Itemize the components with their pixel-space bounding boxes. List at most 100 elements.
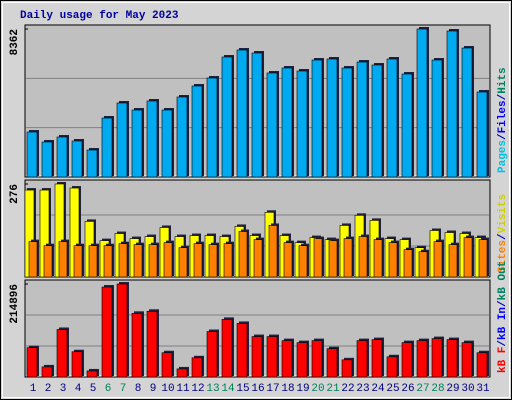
- bar: [56, 136, 68, 178]
- bar: [371, 64, 383, 178]
- bar: [26, 347, 38, 378]
- legend-entry: /: [497, 93, 509, 100]
- bar: [371, 339, 383, 378]
- x-tick-label: 5: [90, 383, 97, 395]
- bar: [26, 131, 38, 178]
- bar: [133, 244, 143, 278]
- bar: [116, 102, 128, 178]
- bar: [476, 352, 488, 378]
- x-tick-label: 9: [150, 383, 157, 395]
- legend-entry: Pages: [497, 140, 509, 173]
- bar: [341, 67, 353, 178]
- bar: [236, 49, 248, 178]
- bar: [178, 247, 188, 278]
- bar: [461, 47, 473, 178]
- bar: [223, 243, 233, 278]
- bar: [281, 340, 293, 378]
- legend-entry: /: [497, 340, 509, 347]
- bar: [161, 109, 173, 178]
- legend: kB F/kB In/kB Out: [497, 261, 509, 373]
- legend-entry: Sites: [497, 240, 509, 273]
- bar: [388, 242, 398, 278]
- bar: [43, 245, 53, 278]
- bar: [326, 348, 338, 378]
- bar: [163, 242, 173, 278]
- bar: [401, 73, 413, 178]
- bar: [86, 149, 98, 178]
- chart-title: Daily usage for May 2023: [20, 10, 179, 22]
- x-tick-label: 23: [356, 383, 369, 395]
- x-tick-label: 27: [416, 383, 429, 395]
- y-max-label: 214896: [9, 284, 21, 324]
- bar: [71, 140, 83, 178]
- x-tick-label: 6: [105, 383, 112, 395]
- x-tick-label: 15: [236, 383, 249, 395]
- bar: [268, 225, 278, 278]
- bar: [416, 340, 428, 378]
- bar: [191, 357, 203, 378]
- bar: [403, 249, 413, 278]
- bar: [401, 342, 413, 378]
- bar: [356, 340, 368, 378]
- x-tick-label: 18: [281, 383, 294, 395]
- x-tick-label: 13: [206, 383, 219, 395]
- bar: [148, 244, 158, 278]
- bar: [311, 340, 323, 378]
- x-tick-label: 12: [191, 383, 204, 395]
- x-tick-label: 3: [60, 383, 67, 395]
- x-tick-label: 21: [326, 383, 340, 395]
- x-tick-label: 26: [401, 383, 414, 395]
- bar: [296, 70, 308, 178]
- bar: [251, 52, 263, 178]
- x-tick-label: 2: [45, 383, 52, 395]
- x-tick-label: 25: [386, 383, 399, 395]
- bar: [386, 58, 398, 178]
- bar: [296, 342, 308, 378]
- bar: [448, 244, 458, 278]
- legend-entry: Hits: [497, 67, 509, 93]
- legend-entry: Files: [497, 100, 509, 133]
- bar: [253, 239, 263, 278]
- bar: [343, 238, 353, 278]
- bar: [101, 286, 113, 378]
- bar: [161, 352, 173, 378]
- bar: [71, 351, 83, 378]
- x-tick-label: 14: [221, 383, 235, 395]
- bar: [328, 240, 338, 278]
- bar: [461, 342, 473, 378]
- legend-entry: /: [497, 300, 509, 307]
- bar: [446, 30, 458, 178]
- legend: Sites/Visits: [497, 194, 509, 273]
- bar: [176, 368, 188, 378]
- bar: [56, 329, 68, 378]
- bar: [281, 67, 293, 178]
- bar: [176, 96, 188, 178]
- y-max-label: 276: [9, 184, 21, 204]
- bar: [221, 56, 233, 178]
- bar: [41, 366, 53, 378]
- bar: [446, 339, 458, 378]
- bar: [433, 241, 443, 278]
- x-tick-label: 1: [30, 383, 37, 395]
- bar: [146, 100, 158, 178]
- bar: [431, 59, 443, 178]
- bar: [131, 109, 143, 178]
- legend-entry: /: [497, 133, 509, 140]
- bar: [88, 245, 98, 278]
- bar: [313, 238, 323, 278]
- x-tick-label: 19: [296, 383, 309, 395]
- x-tick-label: 4: [75, 383, 82, 395]
- x-tick-label: 10: [161, 383, 174, 395]
- x-tick-label: 16: [251, 383, 264, 395]
- bar: [238, 231, 248, 278]
- bar: [418, 251, 428, 278]
- bar: [28, 241, 38, 278]
- bar: [221, 319, 233, 378]
- bar: [431, 338, 443, 378]
- legend-entry: kB In: [497, 307, 509, 340]
- bar: [478, 239, 488, 278]
- bar: [283, 242, 293, 278]
- bar: [131, 313, 143, 378]
- bar: [341, 359, 353, 378]
